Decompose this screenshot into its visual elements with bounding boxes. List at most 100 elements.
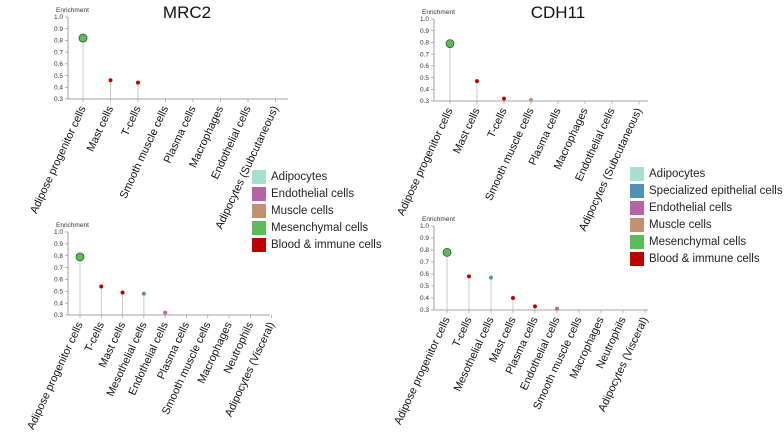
data-point <box>533 304 537 309</box>
data-point <box>442 247 452 257</box>
x-tick-label: Mast cells <box>451 106 483 156</box>
y-tick-label: 0.8 <box>420 247 429 254</box>
legend-label: Endothelial cells <box>649 201 733 214</box>
legend-item: Endothelial cells <box>252 185 382 202</box>
y-tick-label: 0.6 <box>54 277 63 284</box>
y-tick-label: 0.9 <box>54 241 63 248</box>
data-point <box>99 284 104 289</box>
chart-title: MRC2 <box>163 3 211 22</box>
y-tick-label: 0.5 <box>420 75 429 82</box>
x-tick-label: Adipose progenitor cells <box>28 104 89 216</box>
legend-label: Endothelial cells <box>271 187 355 200</box>
legend-swatch <box>252 220 266 235</box>
chart-1: MRC2 Enrichment 0.3 0.4 0.5 0.6 0.7 0.8 0.9 1.0 Ad… <box>28 3 288 231</box>
legend-item: Specialized epithelial cells <box>630 182 783 199</box>
legend-swatch <box>630 166 644 181</box>
legend-label: Blood & immune cells <box>649 252 760 265</box>
legend-item: Blood & immune cells <box>630 250 783 267</box>
legend-label: Adipocytes <box>271 170 328 183</box>
y-tick-label: 0.9 <box>420 28 429 35</box>
y-tick-label: 0.6 <box>420 63 429 70</box>
legend-label: Adipocytes <box>649 167 706 180</box>
legend-swatch <box>630 234 644 249</box>
y-tick-label: 0.7 <box>54 49 63 56</box>
y-tick-label: 0.4 <box>54 300 63 307</box>
y-axis-label: Enrichment <box>422 216 455 223</box>
data-point <box>555 306 559 311</box>
y-tick-label: 0.8 <box>54 38 63 45</box>
y-axis-label: Enrichment <box>422 9 455 16</box>
x-tick-label: T-cells <box>450 315 475 349</box>
y-tick-label: 0.7 <box>420 259 429 266</box>
y-tick-label: 0.3 <box>54 312 63 319</box>
y-tick-label: 1.0 <box>420 223 429 230</box>
data-point <box>75 252 85 262</box>
data-point <box>108 78 113 83</box>
x-tick-label: Adipose progenitor cells <box>392 315 453 427</box>
legend-item: Endothelial cells <box>630 199 783 216</box>
y-tick-label: 0.9 <box>420 235 429 242</box>
legend-swatch <box>630 183 644 198</box>
chart-title: CDH11 <box>531 3 585 22</box>
legend-swatch <box>252 169 266 184</box>
y-tick-label: 0.5 <box>54 73 63 80</box>
legend-item: Blood & immune cells <box>252 236 382 253</box>
legend-swatch <box>630 200 644 215</box>
y-tick-label: 1.0 <box>54 229 63 236</box>
legend-swatch <box>630 217 644 232</box>
y-tick-label: 0.4 <box>54 84 63 91</box>
y-tick-label: 1.0 <box>54 14 63 21</box>
y-tick-label: 0.4 <box>420 86 429 93</box>
y-tick-label: 1.0 <box>420 16 429 23</box>
data-point <box>502 96 506 101</box>
data-point <box>529 97 533 102</box>
legend-swatch <box>252 237 266 252</box>
legend-item: Adipocytes <box>630 165 783 182</box>
legend-item: Mesenchymal cells <box>630 233 783 250</box>
x-tick-label: T-cells <box>119 104 144 138</box>
legend-swatch <box>630 251 644 266</box>
data-point <box>511 296 515 300</box>
data-point <box>475 79 479 84</box>
legend-top: Adipocytes Endothelial cells Muscle cell… <box>252 168 382 253</box>
y-tick-label: 0.6 <box>420 271 429 278</box>
data-point <box>141 291 146 296</box>
chart-4: Enrichment 0.3 0.4 0.5 0.6 0.7 0.8 0.9 1.0 Adipos… <box>392 216 650 427</box>
data-point <box>489 275 493 280</box>
legend-swatch <box>252 186 266 201</box>
y-axis-label: Enrichment <box>56 222 89 229</box>
y-tick-label: 0.4 <box>420 295 429 302</box>
x-tick-label: Mast cells <box>85 104 117 154</box>
legend-label: Muscle cells <box>271 204 334 217</box>
data-point <box>467 274 471 279</box>
legend-label: Muscle cells <box>649 218 712 231</box>
y-tick-label: 0.3 <box>420 307 429 314</box>
legend-item: Muscle cells <box>252 202 382 219</box>
x-tick-label: T-cells <box>485 106 510 140</box>
legend-item: Muscle cells <box>630 216 783 233</box>
data-point <box>445 39 455 48</box>
y-tick-label: 0.5 <box>420 283 429 290</box>
legend-item: Mesenchymal cells <box>252 219 382 236</box>
y-tick-label: 0.3 <box>54 96 63 103</box>
y-tick-label: 0.7 <box>54 265 63 272</box>
legend-swatch <box>252 203 266 218</box>
y-tick-label: 0.7 <box>420 51 429 58</box>
y-tick-label: 0.8 <box>420 40 429 47</box>
x-tick-label: Adipose progenitor cells <box>25 320 86 432</box>
legend-label: Mesenchymal cells <box>271 221 369 234</box>
y-tick-label: 0.9 <box>54 26 63 33</box>
y-axis-label: Enrichment <box>56 7 89 14</box>
legend-label: Specialized epithelial cells <box>649 184 783 197</box>
y-tick-label: 0.5 <box>54 288 63 295</box>
y-tick-label: 0.6 <box>54 61 63 68</box>
y-tick-label: 0.3 <box>420 98 429 105</box>
legend-label: Blood & immune cells <box>271 238 382 251</box>
legend-item: Adipocytes <box>252 168 382 185</box>
data-point <box>136 80 140 85</box>
data-point <box>78 33 88 43</box>
data-point <box>120 290 125 295</box>
x-tick-label: Adipose progenitor cells <box>395 106 456 218</box>
legend-right: Adipocytes Specialized epithelial cells … <box>630 165 783 267</box>
